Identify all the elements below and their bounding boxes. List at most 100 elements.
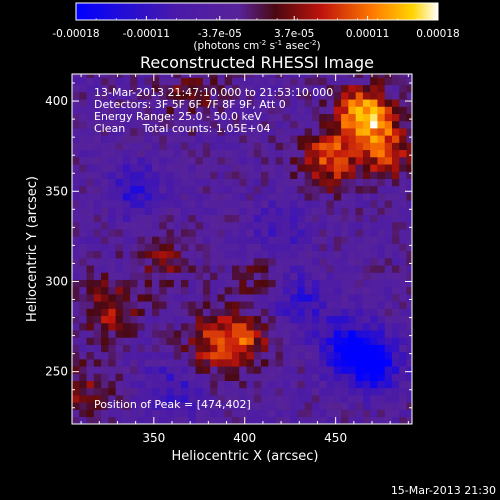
- heatmap-cell: [384, 308, 393, 317]
- heatmap-cell: [101, 113, 109, 122]
- heatmap-cell: [115, 258, 124, 266]
- heatmap-cell: [268, 330, 276, 338]
- heatmap-cell: [370, 156, 378, 165]
- heatmap-cell: [304, 149, 313, 158]
- heatmap-cell: [224, 156, 233, 165]
- heatmap-cell: [181, 77, 189, 86]
- heatmap-cell: [275, 322, 284, 331]
- heatmap-cell: [144, 171, 153, 179]
- heatmap-cell: [166, 135, 175, 143]
- heatmap-cell: [195, 229, 204, 237]
- heatmap-cell: [173, 272, 182, 280]
- heatmap-cell: [224, 113, 233, 122]
- heatmap-cell: [232, 128, 240, 136]
- heatmap-cell: [312, 128, 320, 136]
- heatmap-cell: [406, 250, 412, 259]
- heatmap-cell: [370, 185, 378, 194]
- heatmap-cell: [159, 387, 167, 396]
- heatmap-cell: [115, 294, 124, 302]
- heatmap-cell: [377, 128, 386, 136]
- heatmap-cell: [406, 308, 412, 317]
- heatmap-cell: [246, 344, 255, 353]
- heatmap-cell: [86, 344, 95, 353]
- heatmap-cell: [210, 272, 218, 280]
- heatmap-cell: [282, 106, 291, 114]
- heatmap-cell: [348, 214, 356, 223]
- heatmap-cell: [152, 193, 160, 201]
- heatmap-cell: [93, 164, 102, 172]
- heatmap-cell: [173, 185, 182, 194]
- heatmap-cell: [253, 185, 262, 194]
- heatmap-cell: [304, 409, 313, 418]
- heatmap-cell: [137, 229, 146, 237]
- heatmap-cell: [181, 366, 189, 374]
- heatmap-cell: [232, 359, 240, 367]
- heatmap-cell: [93, 265, 102, 273]
- heatmap-cell: [101, 373, 109, 381]
- heatmap-cell: [406, 272, 412, 280]
- heatmap-cell: [195, 164, 204, 172]
- heatmap-cell: [406, 149, 412, 158]
- heatmap-cell: [268, 243, 276, 252]
- heatmap-cell: [166, 149, 175, 158]
- heatmap-cell: [188, 308, 196, 317]
- heatmap-cell: [144, 99, 153, 107]
- heatmap-cell: [173, 265, 182, 273]
- heatmap-cell: [224, 330, 233, 338]
- heatmap-cell: [108, 258, 116, 266]
- heatmap-cell: [115, 337, 124, 345]
- heatmap-cell: [341, 366, 349, 374]
- heatmap-cell: [392, 214, 400, 223]
- heatmap-cell: [188, 380, 196, 389]
- heatmap-cell: [239, 380, 247, 389]
- heatmap-cell: [115, 279, 124, 288]
- heatmap-cell: [253, 322, 262, 331]
- heatmap-cell: [326, 279, 335, 288]
- heatmap-cell: [239, 229, 247, 237]
- heatmap-cell: [152, 221, 160, 230]
- heatmap-cell: [79, 301, 87, 309]
- heatmap-cell: [166, 308, 175, 317]
- heatmap-cell: [348, 250, 356, 259]
- heatmap-cell: [152, 164, 160, 172]
- colorbar-tick-label: -0.00011: [123, 28, 170, 40]
- heatmap-cell: [130, 135, 138, 143]
- heatmap-cell: [290, 279, 298, 288]
- heatmap-cell: [159, 221, 167, 230]
- heatmap-cell: [261, 207, 269, 216]
- heatmap-cell: [341, 250, 349, 259]
- heatmap-cell: [333, 395, 342, 403]
- heatmap-cell: [297, 113, 306, 122]
- heatmap-cell: [159, 330, 167, 338]
- heatmap-cell: [115, 330, 124, 338]
- heatmap-cell: [326, 106, 335, 114]
- heatmap-cell: [319, 373, 327, 381]
- heatmap-cell: [297, 142, 306, 151]
- heatmap-cell: [392, 193, 400, 201]
- heatmap-cell: [79, 315, 87, 324]
- heatmap-cell: [115, 120, 124, 129]
- heatmap-cell: [282, 142, 291, 151]
- heatmap-cell: [253, 164, 262, 172]
- heatmap-cell: [79, 250, 87, 259]
- heatmap-cell: [282, 243, 291, 252]
- heatmap-cell: [333, 308, 342, 317]
- heatmap-cell: [130, 164, 138, 172]
- heatmap-cell: [130, 120, 138, 129]
- heatmap-cell: [304, 128, 313, 136]
- heatmap-cell: [137, 74, 146, 78]
- heatmap-cell: [275, 214, 284, 223]
- heatmap-cell: [166, 185, 175, 194]
- heatmap-cell: [355, 236, 364, 244]
- heatmap-cell: [159, 294, 167, 302]
- heatmap-cell: [261, 128, 269, 136]
- heatmap-cell: [130, 337, 138, 345]
- heatmap-cell: [188, 359, 196, 367]
- heatmap-cell: [152, 236, 160, 244]
- heatmap-cell: [406, 373, 412, 381]
- heatmap-cell: [399, 279, 407, 288]
- heatmap-cell: [202, 84, 211, 93]
- heatmap-cell: [195, 351, 204, 360]
- heatmap-cell: [152, 250, 160, 259]
- heatmap-cell: [399, 77, 407, 86]
